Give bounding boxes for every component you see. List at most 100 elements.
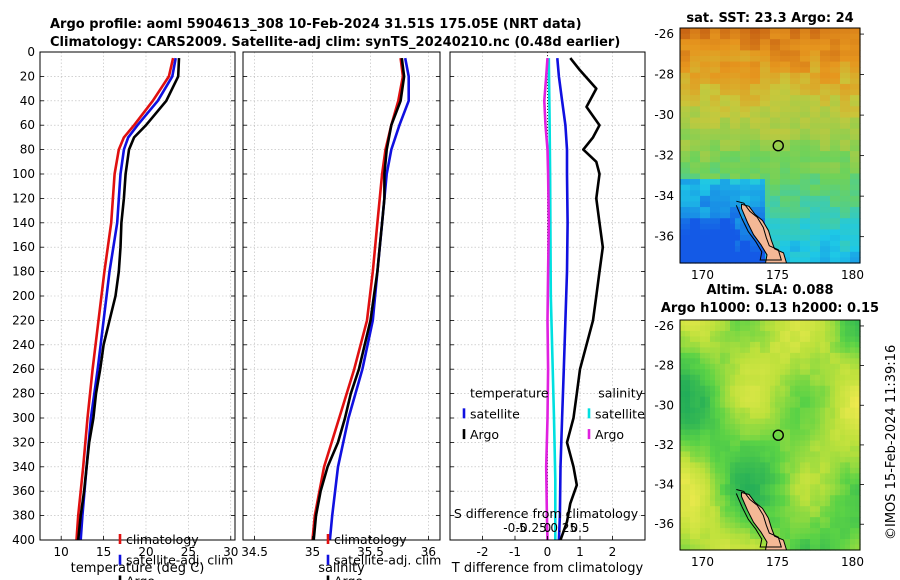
map-cell <box>850 528 856 535</box>
panel-temperature: 0204060801001201401601802002202402602803… <box>12 45 238 580</box>
map-cell <box>680 50 686 57</box>
bathymetry-contour <box>735 489 782 548</box>
map-cell <box>695 128 701 135</box>
map-cell <box>715 123 721 130</box>
map-cell <box>785 369 791 376</box>
map-cell <box>800 511 806 518</box>
map-cell <box>840 207 846 214</box>
map-cell <box>755 451 761 458</box>
map-cell <box>850 396 856 403</box>
map-cell <box>825 195 831 203</box>
map-cell <box>835 207 841 214</box>
map-cell <box>685 517 691 524</box>
map-cell <box>725 380 731 387</box>
map-cell <box>740 39 746 46</box>
map-cell <box>770 352 776 359</box>
map-cell <box>790 78 796 85</box>
map-cell <box>840 451 846 458</box>
map-cell <box>690 167 696 175</box>
map-cell <box>710 134 716 141</box>
map-cell <box>825 418 831 425</box>
map-cell <box>725 544 731 551</box>
map-cell <box>800 251 806 259</box>
map-cell <box>810 246 816 253</box>
map-cell <box>795 369 801 376</box>
map-cell <box>795 451 801 458</box>
map-cell <box>680 500 686 507</box>
map-cell <box>740 55 746 63</box>
map-cell <box>775 33 781 40</box>
map-cell <box>820 462 826 469</box>
map-cell <box>770 229 776 236</box>
map-cell <box>745 67 751 74</box>
map-cell <box>715 517 721 524</box>
map-cell <box>690 385 696 392</box>
map-cell <box>735 435 741 442</box>
map-cell <box>850 190 856 197</box>
map-cell <box>700 456 706 463</box>
map-cell <box>765 195 771 203</box>
map-cell <box>845 134 851 141</box>
map-cell <box>770 167 776 175</box>
map-cell <box>735 251 741 259</box>
map-cell <box>755 336 761 343</box>
map-cell <box>690 396 696 403</box>
map-cell <box>745 522 751 529</box>
map-cell <box>775 61 781 68</box>
map-cell <box>700 167 706 175</box>
map-cell <box>715 212 721 219</box>
map-cell <box>850 511 856 518</box>
map-cell <box>810 467 816 474</box>
y-tick-label: 340 <box>12 460 35 474</box>
map-cell <box>855 72 861 79</box>
map-cell <box>715 385 721 392</box>
map-cell <box>735 162 741 169</box>
map-cell <box>825 235 831 242</box>
map-cell <box>790 167 796 175</box>
map-cell <box>690 218 696 225</box>
map-cell <box>840 78 846 85</box>
map-cell <box>700 385 706 392</box>
map-cell <box>835 167 841 175</box>
map-cell <box>720 495 726 502</box>
map-cell <box>770 100 776 107</box>
map-cell <box>765 212 771 219</box>
map-cell <box>750 380 756 387</box>
map-cell <box>740 246 746 253</box>
map-cell <box>845 173 851 180</box>
map-cell <box>760 435 766 442</box>
map-cell <box>715 456 721 463</box>
map-cell <box>770 184 776 191</box>
map-cell <box>820 418 826 425</box>
map-cell <box>685 402 691 409</box>
map-cell <box>810 106 816 113</box>
map-cell <box>790 190 796 197</box>
map-cell <box>815 39 821 46</box>
map-cell <box>855 341 861 348</box>
map-cell <box>855 184 861 191</box>
map-cell <box>840 156 846 163</box>
map-cell <box>725 156 731 163</box>
map-cell <box>695 445 701 453</box>
map-cell <box>765 95 771 102</box>
map-cell <box>685 78 691 85</box>
map-cell <box>685 123 691 130</box>
map-cell <box>790 229 796 236</box>
map-cell <box>810 396 816 403</box>
map-cell <box>835 347 841 354</box>
map-cell <box>775 451 781 458</box>
map-cell <box>810 380 816 387</box>
map-cell <box>695 495 701 502</box>
map-cell <box>680 123 686 130</box>
map-cell <box>720 212 726 219</box>
map-cell <box>815 500 821 507</box>
map-cell <box>770 44 776 51</box>
map-cell <box>705 467 711 474</box>
map-cell <box>745 517 751 524</box>
map-cell <box>700 33 706 40</box>
map-cell <box>820 128 826 135</box>
map-cell <box>790 235 796 242</box>
map-cell <box>765 500 771 507</box>
x-tick-label: 2 <box>609 545 617 559</box>
map-cell <box>810 544 816 551</box>
